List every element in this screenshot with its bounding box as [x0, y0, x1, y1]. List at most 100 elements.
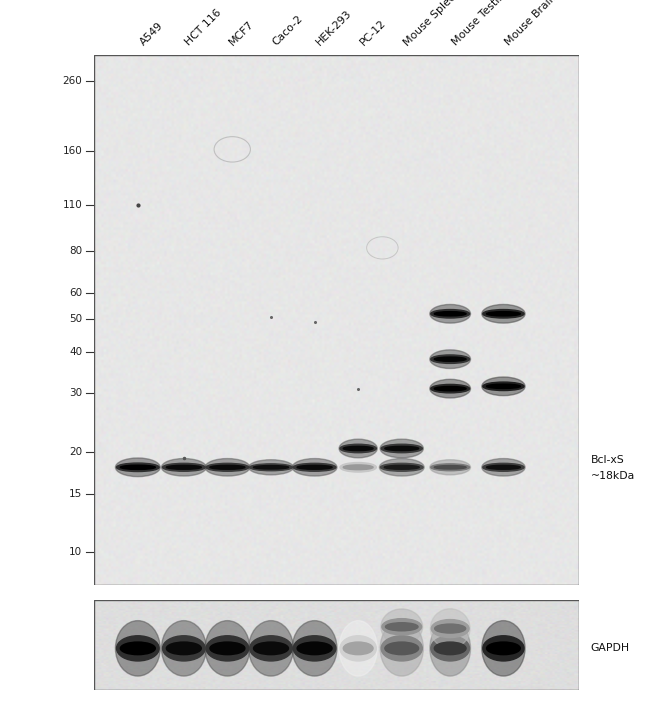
Text: 30: 30: [69, 388, 82, 398]
Ellipse shape: [385, 642, 419, 654]
Text: Mouse Testis: Mouse Testis: [450, 0, 506, 48]
Ellipse shape: [385, 623, 418, 631]
Ellipse shape: [431, 310, 469, 318]
Ellipse shape: [434, 466, 466, 469]
Ellipse shape: [116, 621, 160, 676]
Ellipse shape: [430, 621, 471, 676]
Ellipse shape: [161, 459, 206, 476]
Ellipse shape: [487, 312, 520, 316]
Ellipse shape: [380, 464, 423, 472]
Text: 80: 80: [69, 246, 82, 256]
Text: 50: 50: [69, 315, 82, 325]
Ellipse shape: [166, 642, 202, 654]
Ellipse shape: [482, 459, 525, 476]
Ellipse shape: [162, 464, 205, 472]
Ellipse shape: [380, 621, 423, 676]
Ellipse shape: [385, 446, 419, 451]
Ellipse shape: [206, 636, 249, 661]
Text: Mouse Spleen: Mouse Spleen: [402, 0, 463, 48]
Text: 20: 20: [69, 447, 82, 457]
Ellipse shape: [487, 642, 520, 654]
Ellipse shape: [343, 642, 373, 654]
Ellipse shape: [381, 444, 422, 453]
Ellipse shape: [434, 642, 466, 654]
Ellipse shape: [254, 642, 289, 654]
Text: 15: 15: [69, 489, 82, 499]
Ellipse shape: [120, 465, 155, 469]
Ellipse shape: [166, 465, 202, 469]
Ellipse shape: [431, 636, 469, 661]
Ellipse shape: [434, 312, 466, 316]
Ellipse shape: [381, 636, 422, 661]
Ellipse shape: [340, 444, 376, 453]
Ellipse shape: [430, 350, 471, 369]
Ellipse shape: [162, 636, 205, 661]
Ellipse shape: [343, 465, 373, 469]
Ellipse shape: [434, 357, 466, 361]
Ellipse shape: [430, 460, 471, 475]
Ellipse shape: [293, 636, 336, 661]
Text: 40: 40: [69, 347, 82, 356]
Ellipse shape: [340, 636, 376, 661]
Text: 110: 110: [62, 200, 82, 210]
Ellipse shape: [431, 384, 469, 393]
Ellipse shape: [381, 609, 422, 644]
Text: MCF7: MCF7: [227, 19, 256, 48]
Ellipse shape: [249, 460, 293, 475]
Ellipse shape: [380, 459, 424, 476]
Ellipse shape: [431, 355, 469, 364]
Ellipse shape: [206, 464, 249, 472]
Text: GAPDH: GAPDH: [591, 644, 630, 653]
Ellipse shape: [205, 459, 250, 476]
Ellipse shape: [210, 465, 245, 469]
Text: Mouse Brain: Mouse Brain: [504, 0, 558, 48]
Text: 260: 260: [62, 76, 82, 86]
Ellipse shape: [482, 621, 525, 676]
Ellipse shape: [297, 465, 332, 469]
Ellipse shape: [432, 619, 469, 638]
Text: HEK-293: HEK-293: [315, 8, 354, 48]
Ellipse shape: [483, 382, 524, 390]
Ellipse shape: [483, 636, 524, 661]
Ellipse shape: [382, 618, 422, 635]
Ellipse shape: [430, 379, 471, 398]
Ellipse shape: [254, 466, 289, 469]
Ellipse shape: [250, 636, 292, 661]
Ellipse shape: [483, 464, 524, 472]
Ellipse shape: [380, 439, 423, 458]
Ellipse shape: [120, 642, 155, 654]
Ellipse shape: [339, 439, 377, 458]
Ellipse shape: [297, 642, 332, 654]
Ellipse shape: [116, 463, 159, 472]
Ellipse shape: [339, 621, 377, 676]
Text: Caco-2: Caco-2: [271, 14, 305, 48]
Ellipse shape: [482, 305, 525, 323]
Text: ~18kDa: ~18kDa: [591, 471, 635, 481]
Ellipse shape: [292, 459, 337, 476]
Ellipse shape: [340, 462, 376, 472]
Ellipse shape: [431, 464, 469, 471]
Ellipse shape: [339, 456, 377, 478]
Text: PC-12: PC-12: [358, 18, 388, 48]
Ellipse shape: [292, 621, 337, 676]
Ellipse shape: [205, 621, 250, 676]
Ellipse shape: [483, 310, 524, 318]
Text: 60: 60: [69, 288, 82, 298]
Ellipse shape: [487, 384, 520, 388]
Ellipse shape: [249, 621, 293, 676]
Ellipse shape: [435, 624, 465, 633]
Text: HCT 116: HCT 116: [184, 7, 224, 48]
Ellipse shape: [487, 465, 520, 469]
Text: 160: 160: [62, 146, 82, 156]
Ellipse shape: [343, 446, 373, 451]
Ellipse shape: [293, 464, 336, 472]
Ellipse shape: [210, 642, 245, 654]
Ellipse shape: [384, 465, 419, 469]
Ellipse shape: [430, 305, 471, 323]
Ellipse shape: [161, 621, 206, 676]
Ellipse shape: [430, 608, 470, 648]
Ellipse shape: [482, 377, 525, 395]
Ellipse shape: [434, 387, 466, 391]
Text: 10: 10: [69, 547, 82, 557]
Ellipse shape: [116, 636, 159, 661]
